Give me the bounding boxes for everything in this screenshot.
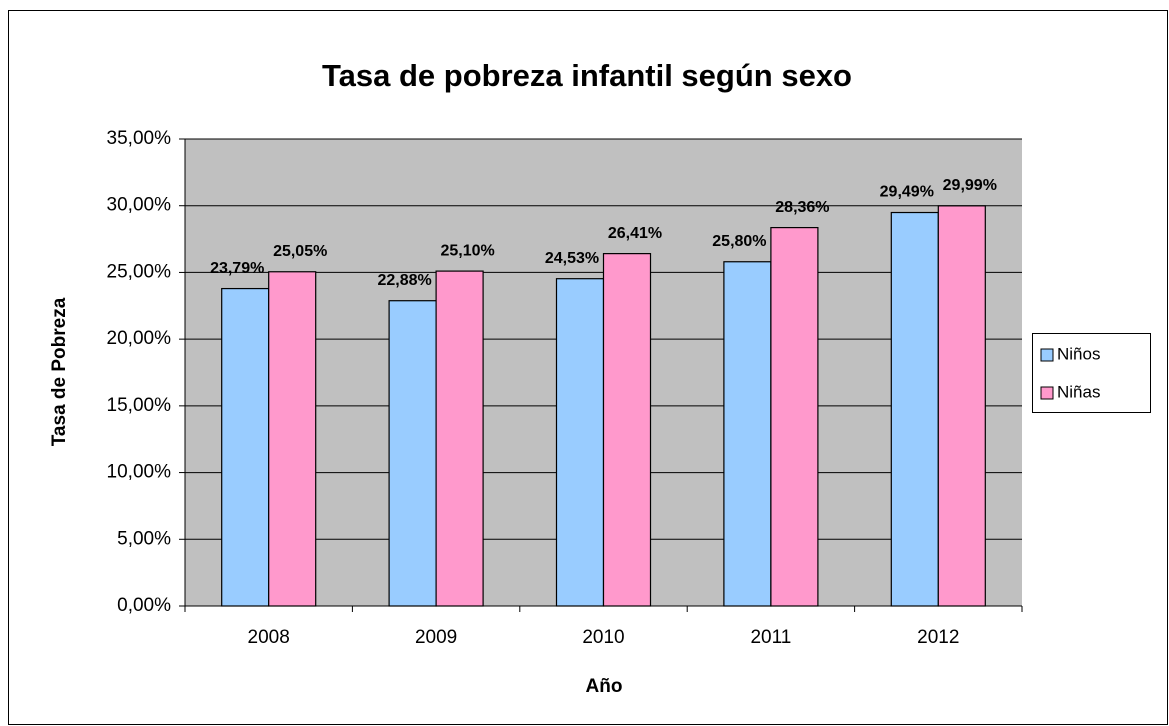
y-axis-label: Tasa de Pobreza [49, 297, 70, 446]
bar [937, 205, 986, 607]
bar [268, 271, 317, 607]
x-tick-label: 2012 [917, 627, 959, 648]
bar [435, 270, 484, 607]
bar [770, 226, 819, 607]
legend-label: Niñas [1057, 382, 1100, 401]
bar [890, 211, 939, 607]
data-label: 25,80% [712, 233, 766, 250]
data-label: 28,36% [775, 199, 829, 216]
legend-label: Niños [1057, 344, 1100, 363]
y-tick-label: 5,00% [117, 528, 171, 549]
chart-title: Tasa de pobreza infantil según sexo [322, 58, 852, 93]
y-tick-label: 20,00% [107, 328, 172, 349]
bar [555, 278, 605, 607]
legend-swatch [1040, 386, 1054, 400]
x-tick-label: 2008 [248, 627, 290, 648]
data-label: 24,53% [545, 250, 599, 267]
x-tick-label: 2009 [415, 627, 457, 648]
y-tick-label: 35,00% [107, 128, 172, 149]
x-tick-label: 2010 [582, 627, 624, 648]
data-label: 25,05% [273, 243, 327, 260]
y-tick-label: 0,00% [117, 595, 171, 616]
data-label: 23,79% [210, 260, 264, 277]
bar [602, 253, 652, 607]
y-tick-label: 15,00% [107, 395, 172, 416]
y-tick-label: 25,00% [107, 261, 172, 282]
bar [723, 261, 772, 607]
data-label: 29,49% [880, 184, 934, 201]
legend-swatch [1040, 348, 1054, 362]
data-label: 25,10% [440, 242, 494, 259]
x-tick-label: 2011 [750, 627, 791, 648]
x-axis-label: Año [586, 676, 623, 697]
bar [221, 287, 270, 607]
y-tick-label: 10,00% [107, 462, 172, 483]
data-label: 29,99% [943, 177, 997, 194]
data-label: 22,88% [377, 272, 431, 289]
bar [388, 300, 437, 607]
y-tick-label: 30,00% [107, 195, 172, 216]
data-label: 26,41% [608, 225, 662, 242]
